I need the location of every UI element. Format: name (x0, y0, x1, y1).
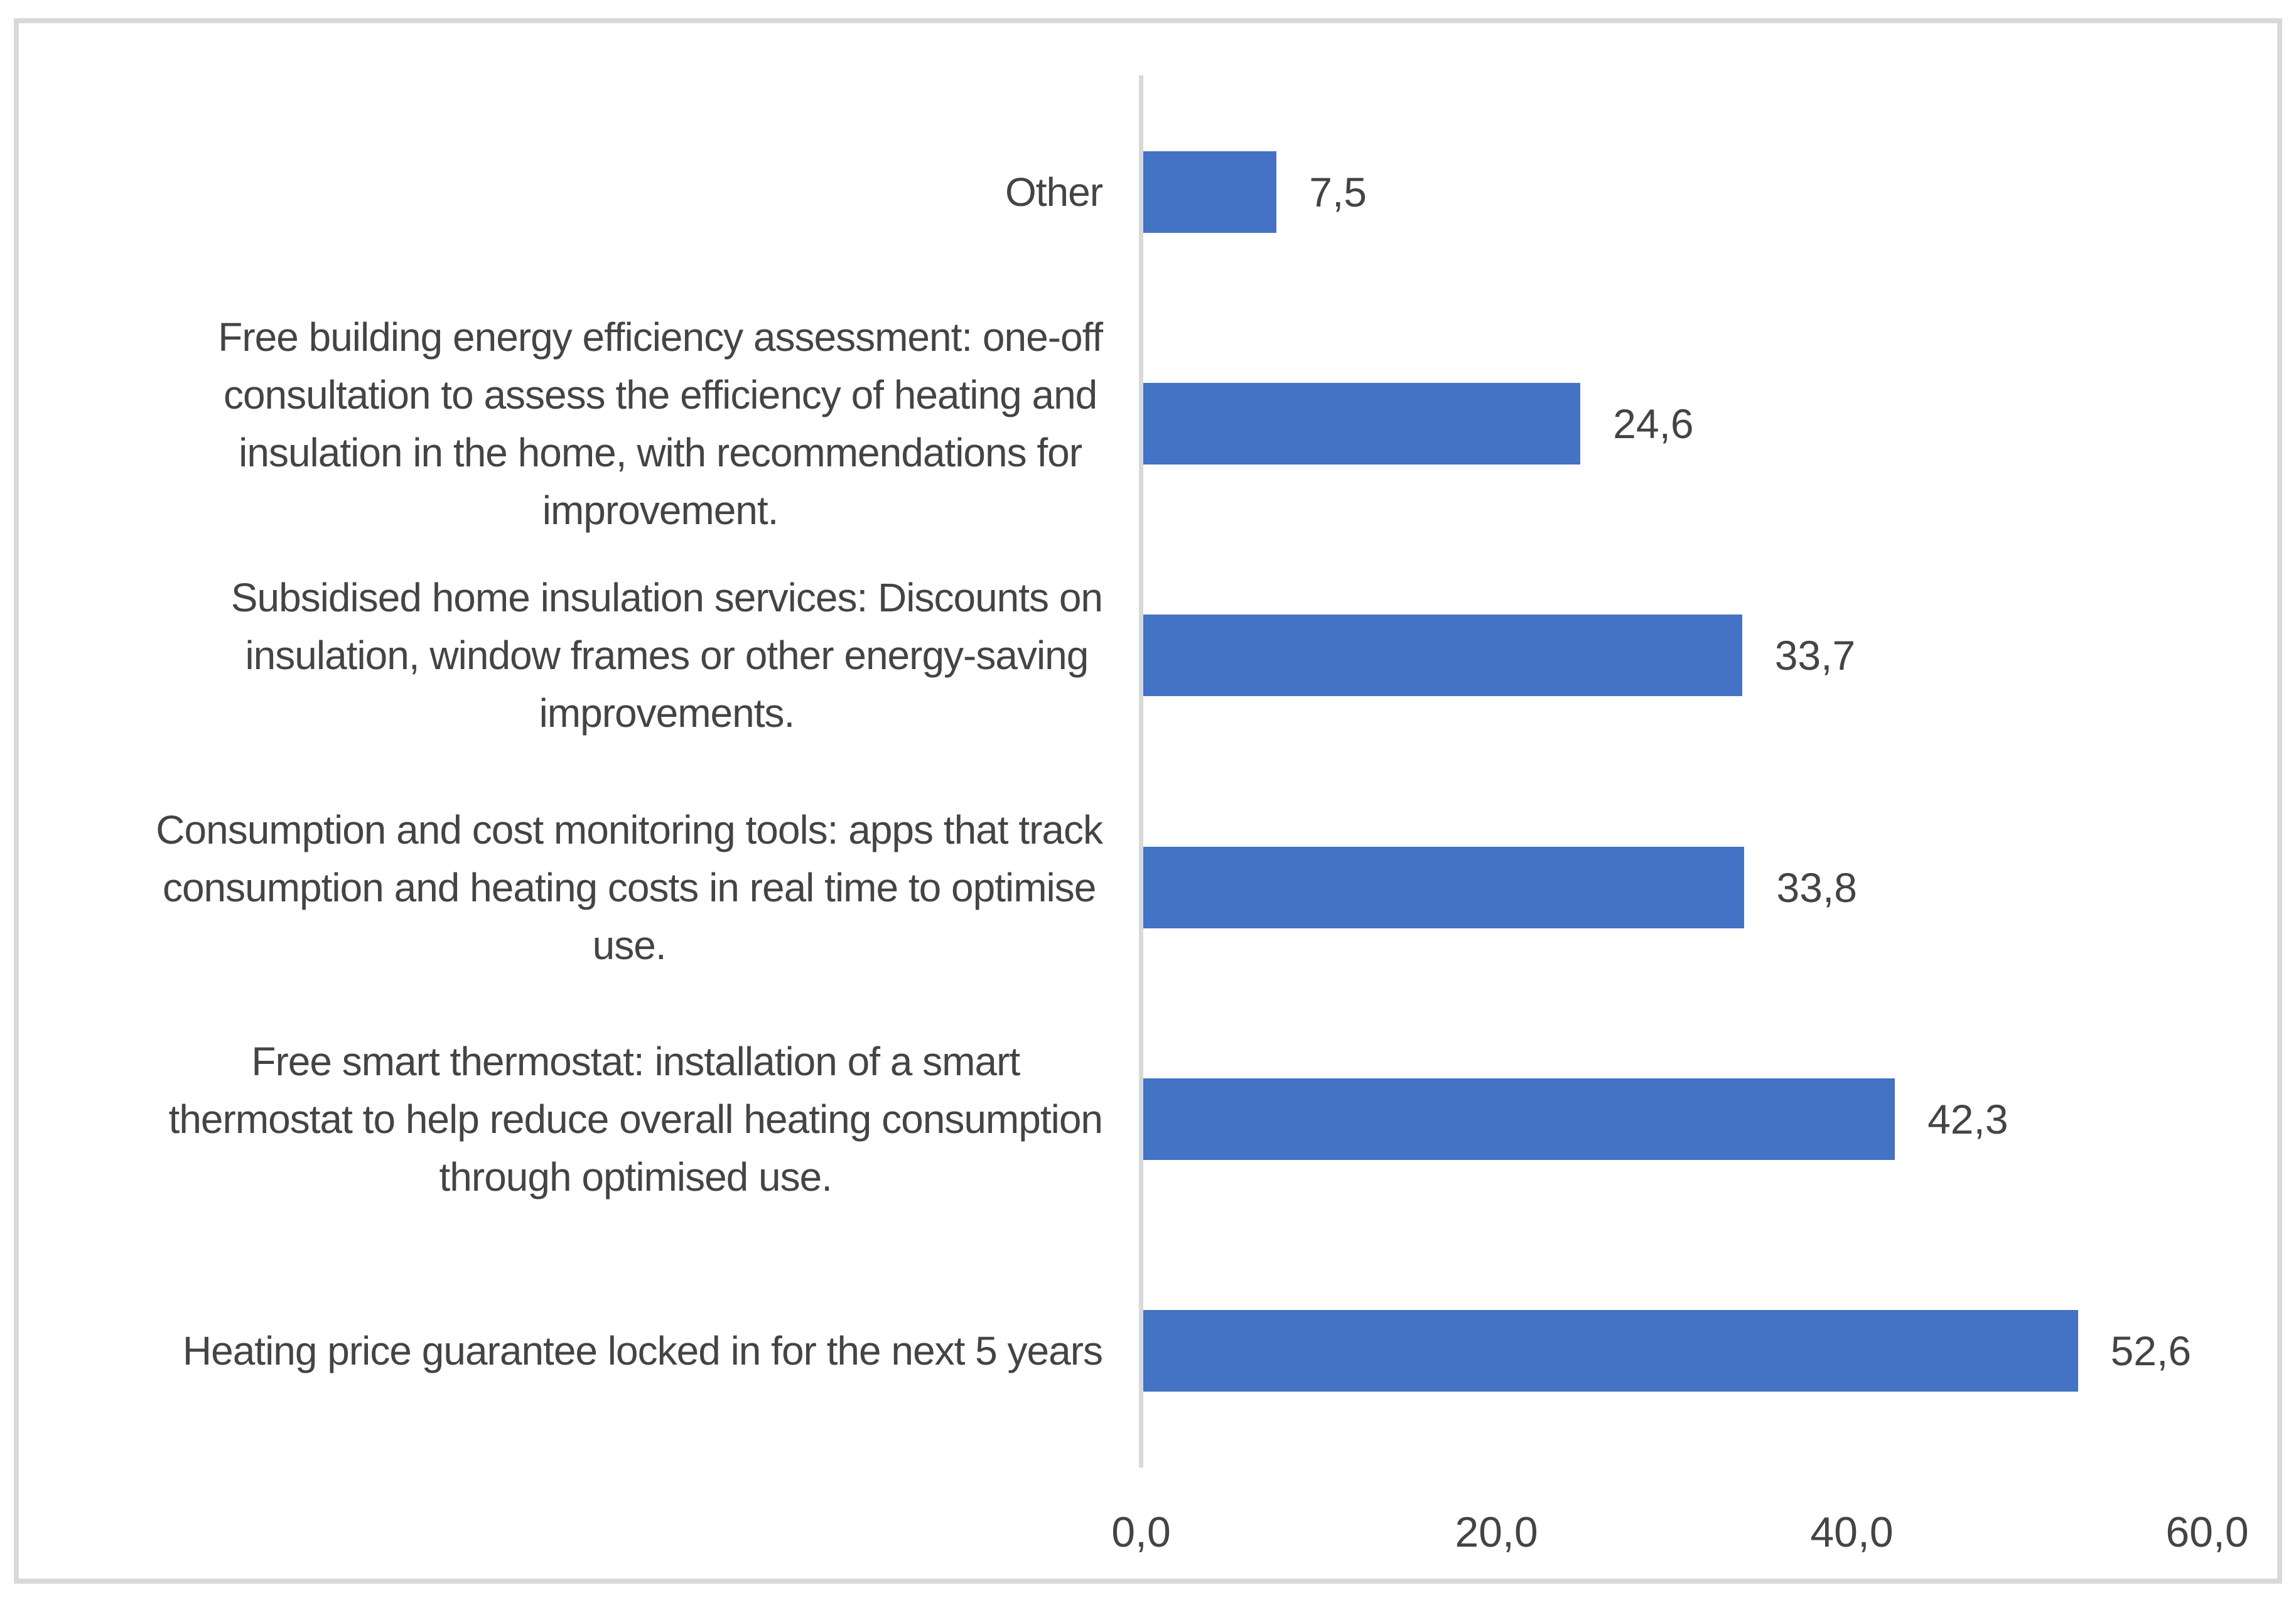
category-label-text: Other (1005, 169, 1103, 215)
x-axis-tick-label: 20,0 (1455, 1508, 1538, 1556)
bar (1143, 1310, 2078, 1392)
y-axis-line (1139, 75, 1143, 1468)
bar (1143, 615, 1742, 697)
bar (1143, 151, 1277, 233)
bar (1143, 846, 1744, 928)
bar (1143, 1078, 1895, 1160)
x-axis-tick-label: 40,0 (1810, 1508, 1894, 1556)
x-axis-tick-label: 0,0 (1111, 1508, 1171, 1556)
bar (1143, 383, 1581, 465)
x-axis-tick-label: 60,0 (2165, 1508, 2249, 1556)
value-label: 7,5 (1309, 169, 1367, 215)
category-label: Subsidised home insulation services: Dis… (19, 569, 1103, 742)
category-label: Free smart thermostat: installation of a… (19, 1033, 1103, 1206)
category-label-text: Free building energy efficiency assessme… (218, 314, 1103, 534)
value-label: 24,6 (1613, 400, 1694, 448)
category-label-text: Consumption and cost monitoring tools: a… (156, 807, 1103, 968)
category-label-text: Subsidised home insulation services: Dis… (230, 575, 1103, 736)
value-label: 42,3 (1927, 1095, 2008, 1142)
category-label: Heating price guarantee locked in for th… (19, 1322, 1103, 1380)
category-label: Free building energy efficiency assessme… (19, 308, 1103, 539)
category-label: Other (19, 163, 1103, 221)
value-label: 52,6 (2110, 1328, 2192, 1374)
category-label-text: Free smart thermostat: installation of a… (168, 1038, 1103, 1200)
category-label-text: Heating price guarantee locked in for th… (182, 1328, 1103, 1373)
category-label: Consumption and cost monitoring tools: a… (19, 801, 1103, 974)
value-label: 33,8 (1776, 864, 1857, 911)
value-label: 33,7 (1774, 632, 1856, 679)
